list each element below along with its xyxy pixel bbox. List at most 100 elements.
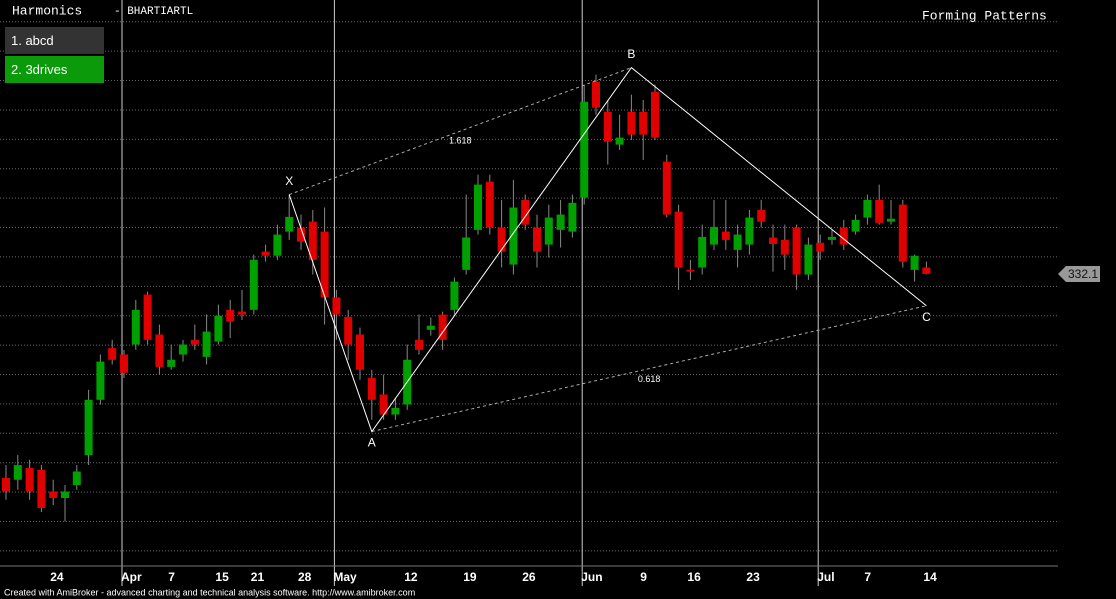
x-tick-label: 7 bbox=[168, 570, 175, 584]
point-label: C bbox=[922, 310, 931, 324]
x-tick-label: 9 bbox=[640, 570, 647, 584]
candle-body bbox=[155, 334, 164, 367]
footer: Created with AmiBroker - advanced charti… bbox=[4, 587, 415, 597]
candle-body bbox=[828, 236, 836, 240]
x-tick-label: 28 bbox=[298, 570, 312, 584]
candle-body bbox=[485, 181, 494, 228]
menu-item[interactable]: 2. 3drives bbox=[5, 56, 104, 83]
candle-body bbox=[37, 469, 46, 508]
candle-body bbox=[533, 227, 541, 252]
ratio-label: 1.618 bbox=[449, 135, 472, 145]
candle-body bbox=[167, 359, 176, 367]
x-tick-label: 23 bbox=[746, 570, 760, 584]
candle-body bbox=[568, 202, 577, 232]
candle-body bbox=[202, 331, 211, 357]
x-tick-label: Apr bbox=[121, 570, 142, 584]
x-tick-label: Jun bbox=[581, 570, 602, 584]
x-tick-label: 21 bbox=[251, 570, 265, 584]
x-tick-label: May bbox=[333, 570, 357, 584]
candle-body bbox=[816, 242, 825, 252]
x-tick-label: 16 bbox=[687, 570, 701, 584]
candle-body bbox=[72, 471, 81, 486]
x-tick-label: 24 bbox=[50, 570, 64, 584]
candle-body bbox=[308, 221, 317, 260]
candle-body bbox=[769, 237, 777, 244]
candle-body bbox=[651, 91, 659, 138]
point-label: B bbox=[627, 47, 635, 61]
candle-body bbox=[615, 137, 624, 145]
price-tag bbox=[1058, 265, 1100, 282]
pattern-line bbox=[288, 66, 927, 433]
candle-body bbox=[415, 339, 423, 350]
candle-body bbox=[603, 111, 612, 142]
candle-body bbox=[96, 361, 105, 400]
x-tick-label: 7 bbox=[864, 570, 871, 584]
candle-body bbox=[686, 269, 695, 272]
menu-item[interactable]: 1. abcd bbox=[5, 27, 104, 54]
x-tick-label: Jul bbox=[817, 570, 834, 584]
candle-body bbox=[580, 101, 589, 198]
candle-body bbox=[84, 399, 93, 456]
candle-body bbox=[721, 231, 730, 240]
candle-body bbox=[238, 311, 246, 315]
candle-body bbox=[297, 227, 305, 242]
candle-body bbox=[556, 214, 565, 230]
candle-body bbox=[898, 204, 907, 262]
point-label: X bbox=[285, 174, 293, 188]
candle-body bbox=[497, 227, 506, 252]
x-tick-label: 14 bbox=[923, 570, 937, 584]
candle-body bbox=[190, 339, 199, 345]
candle-body bbox=[544, 217, 553, 245]
plot: 24 Apr 7 15 21 28 May 12 19 26 Jun 9 16 23 Jul 7 14 1.618… bbox=[0, 0, 1100, 586]
candle-body bbox=[627, 111, 636, 135]
candle-body bbox=[179, 344, 187, 355]
candle-body bbox=[249, 259, 258, 310]
candle-body bbox=[745, 217, 754, 245]
candle-body bbox=[887, 218, 895, 222]
candle-body bbox=[320, 231, 329, 298]
candle-body bbox=[391, 408, 400, 415]
candle-body bbox=[226, 309, 235, 322]
projection-line bbox=[289, 67, 632, 196]
candle-body bbox=[108, 348, 117, 360]
candle-body bbox=[379, 394, 388, 415]
candle-body bbox=[710, 226, 718, 245]
candle-body bbox=[780, 239, 789, 255]
candle-body bbox=[13, 465, 22, 480]
candle-body bbox=[261, 251, 270, 256]
candle-body bbox=[2, 477, 10, 492]
candle-body bbox=[120, 354, 128, 373]
candle-body bbox=[462, 237, 471, 270]
candle-body bbox=[698, 236, 707, 268]
chart-title: Harmonics bbox=[12, 3, 82, 18]
candle-body bbox=[131, 309, 140, 345]
status: Forming Patterns bbox=[922, 8, 1047, 23]
candle-body bbox=[509, 207, 518, 265]
candle-body bbox=[592, 81, 600, 108]
x-tick-label: 12 bbox=[404, 570, 418, 584]
ratio-label: 0.618 bbox=[638, 374, 661, 384]
candle-body bbox=[910, 255, 919, 270]
candle-body bbox=[25, 467, 34, 492]
candle-body bbox=[332, 297, 341, 315]
candle-body bbox=[804, 244, 813, 275]
candle-body bbox=[875, 199, 884, 223]
price-label: 332.1 bbox=[1068, 267, 1098, 281]
candle-body bbox=[851, 219, 860, 232]
projection-line bbox=[371, 305, 927, 433]
candle-body bbox=[450, 281, 459, 310]
candle-body bbox=[49, 491, 58, 498]
candle-body bbox=[792, 227, 801, 275]
candle-body bbox=[662, 161, 671, 215]
candle-body bbox=[273, 234, 282, 256]
candle-body bbox=[438, 314, 447, 340]
candle-body bbox=[733, 234, 742, 250]
candle-body bbox=[61, 491, 69, 498]
candle-body bbox=[922, 267, 931, 274]
candle-body bbox=[839, 227, 848, 245]
candle-body bbox=[344, 316, 353, 345]
candle-body bbox=[367, 378, 376, 400]
candle-body bbox=[356, 334, 364, 370]
